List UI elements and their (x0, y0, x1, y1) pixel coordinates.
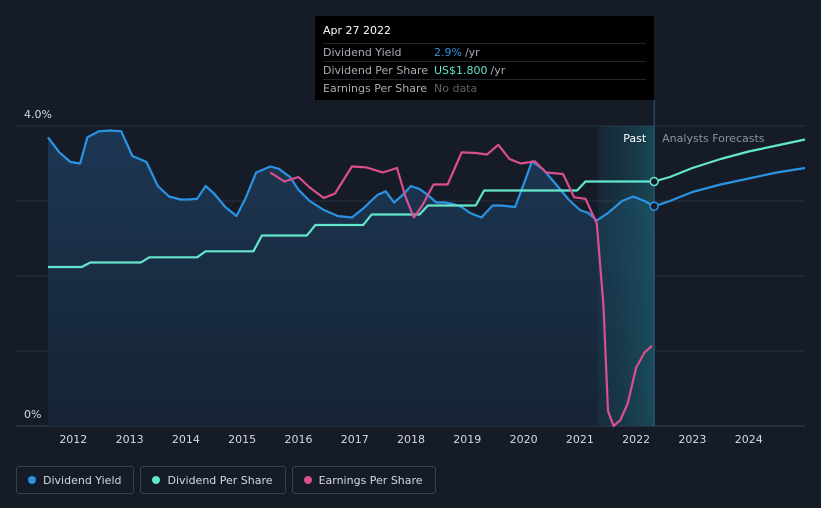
tooltip-value: 2.9% (434, 46, 462, 59)
area-layer (48, 100, 655, 426)
dividend-per-share-line (48, 180, 655, 269)
legend-dot (152, 476, 161, 484)
x-tick-label: 2021 (566, 433, 594, 446)
dividend-per-share-marker (649, 176, 659, 187)
dividend-yield-area (48, 130, 655, 426)
marker-layer (649, 176, 659, 211)
tooltip-unit: /yr (490, 64, 506, 77)
legend: Dividend Yield Dividend Per Share Earnin… (16, 466, 436, 494)
tooltip-row-earnings-per-share: Earnings Per Share No data (323, 79, 646, 97)
tooltip-label: Dividend Per Share (323, 64, 429, 77)
tooltip: Apr 27 2022 Dividend Yield 2.9% /yr Divi… (315, 16, 654, 100)
line-layer (47, 129, 806, 428)
forecast-label: Analysts Forecasts (662, 132, 765, 145)
dividend-yield-line (47, 129, 655, 222)
tooltip-row-dividend-per-share: Dividend Per Share US$1.800 /yr (323, 61, 646, 79)
y-tick-label: 4.0% (24, 108, 52, 121)
tooltip-row-dividend-yield: Dividend Yield 2.9% /yr (323, 43, 646, 61)
tooltip-label: Dividend Yield (323, 46, 402, 59)
tooltip-value: No data (434, 82, 478, 95)
y-axis: 4.0% 0% (24, 108, 52, 421)
tooltip-unit: /yr (464, 46, 480, 59)
dividend-yield-marker (649, 201, 659, 211)
legend-dot (28, 476, 36, 484)
x-axis: 2012 2013 2014 2015 2016 2017 2018 2019 2020 2021… (59, 433, 762, 446)
x-tick-label: 2013 (116, 433, 144, 446)
tooltip-label: Earnings Per Share (323, 82, 428, 95)
x-tick-label: 2020 (510, 433, 538, 446)
tooltip-date: Apr 27 2022 (323, 24, 392, 37)
x-tick-label: 2017 (341, 433, 369, 446)
x-tick-label: 2024 (735, 433, 763, 446)
x-tick-label: 2016 (284, 433, 312, 446)
legend-label: Dividend Yield (43, 473, 122, 487)
x-tick-label: 2014 (172, 433, 200, 446)
legend-item-dividend-yield[interactable]: Dividend Yield (16, 466, 135, 494)
region-labels: Past Analysts Forecasts (623, 132, 765, 145)
x-tick-label: 2012 (59, 433, 87, 446)
dividend-yield-forecast-line (653, 166, 806, 208)
dividend-per-share-forecast-line (653, 138, 806, 183)
legend-dot (303, 476, 312, 484)
x-tick-label: 2015 (228, 433, 256, 446)
y-tick-label: 0% (24, 408, 41, 421)
x-tick-label: 2022 (622, 433, 650, 446)
past-label: Past (623, 132, 647, 145)
legend-label: Dividend Per Share (167, 473, 273, 487)
x-tick-label: 2019 (453, 433, 481, 446)
x-tick-label: 2018 (397, 433, 425, 446)
x-tick-label: 2023 (678, 433, 706, 446)
legend-label: Earnings Per Share (318, 473, 423, 487)
earnings-per-share-line (269, 143, 653, 428)
legend-item-earnings-per-share[interactable]: Earnings Per Share (291, 466, 436, 494)
tooltip-value: US$1.800 (434, 64, 488, 77)
legend-item-dividend-per-share[interactable]: Dividend Per Share (140, 466, 286, 494)
